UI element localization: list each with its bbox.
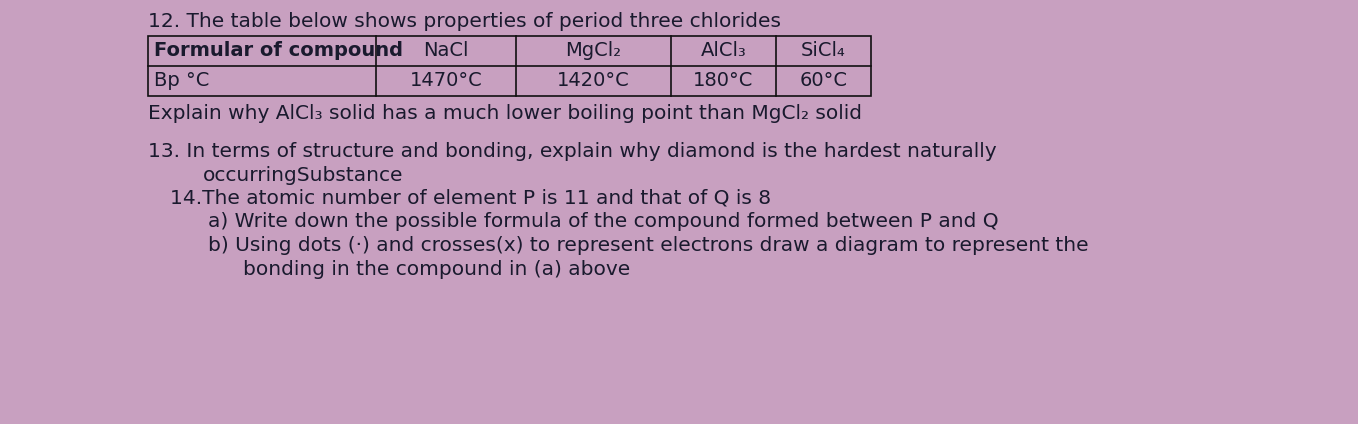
Text: a) Write down the possible formula of the compound formed between P and Q: a) Write down the possible formula of th… bbox=[208, 212, 998, 231]
Text: 12. The table below shows properties of period three chlorides: 12. The table below shows properties of … bbox=[148, 12, 781, 31]
Text: occurringSubstance: occurringSubstance bbox=[202, 166, 403, 185]
Text: 1420°C: 1420°C bbox=[557, 72, 630, 90]
Text: 180°C: 180°C bbox=[694, 72, 754, 90]
Text: 13. In terms of structure and bonding, explain why diamond is the hardest natura: 13. In terms of structure and bonding, e… bbox=[148, 142, 997, 161]
Text: Bp °C: Bp °C bbox=[153, 72, 209, 90]
Text: 14.The atomic number of element P is 11 and that of Q is 8: 14.The atomic number of element P is 11 … bbox=[170, 188, 771, 207]
Text: bonding in the compound in (a) above: bonding in the compound in (a) above bbox=[243, 260, 630, 279]
Text: Explain why AlCl₃ solid has a much lower boiling point than MgCl₂ solid: Explain why AlCl₃ solid has a much lower… bbox=[148, 104, 862, 123]
Bar bbox=[148, 36, 870, 96]
Text: b) Using dots (·) and crosses(x) to represent electrons draw a diagram to repres: b) Using dots (·) and crosses(x) to repr… bbox=[208, 236, 1089, 255]
Text: Formular of compound: Formular of compound bbox=[153, 42, 403, 61]
Text: SiCl₄: SiCl₄ bbox=[801, 42, 846, 61]
Text: MgCl₂: MgCl₂ bbox=[565, 42, 622, 61]
Text: 1470°C: 1470°C bbox=[410, 72, 482, 90]
Text: NaCl: NaCl bbox=[424, 42, 469, 61]
Text: 60°C: 60°C bbox=[800, 72, 847, 90]
Text: AlCl₃: AlCl₃ bbox=[701, 42, 747, 61]
